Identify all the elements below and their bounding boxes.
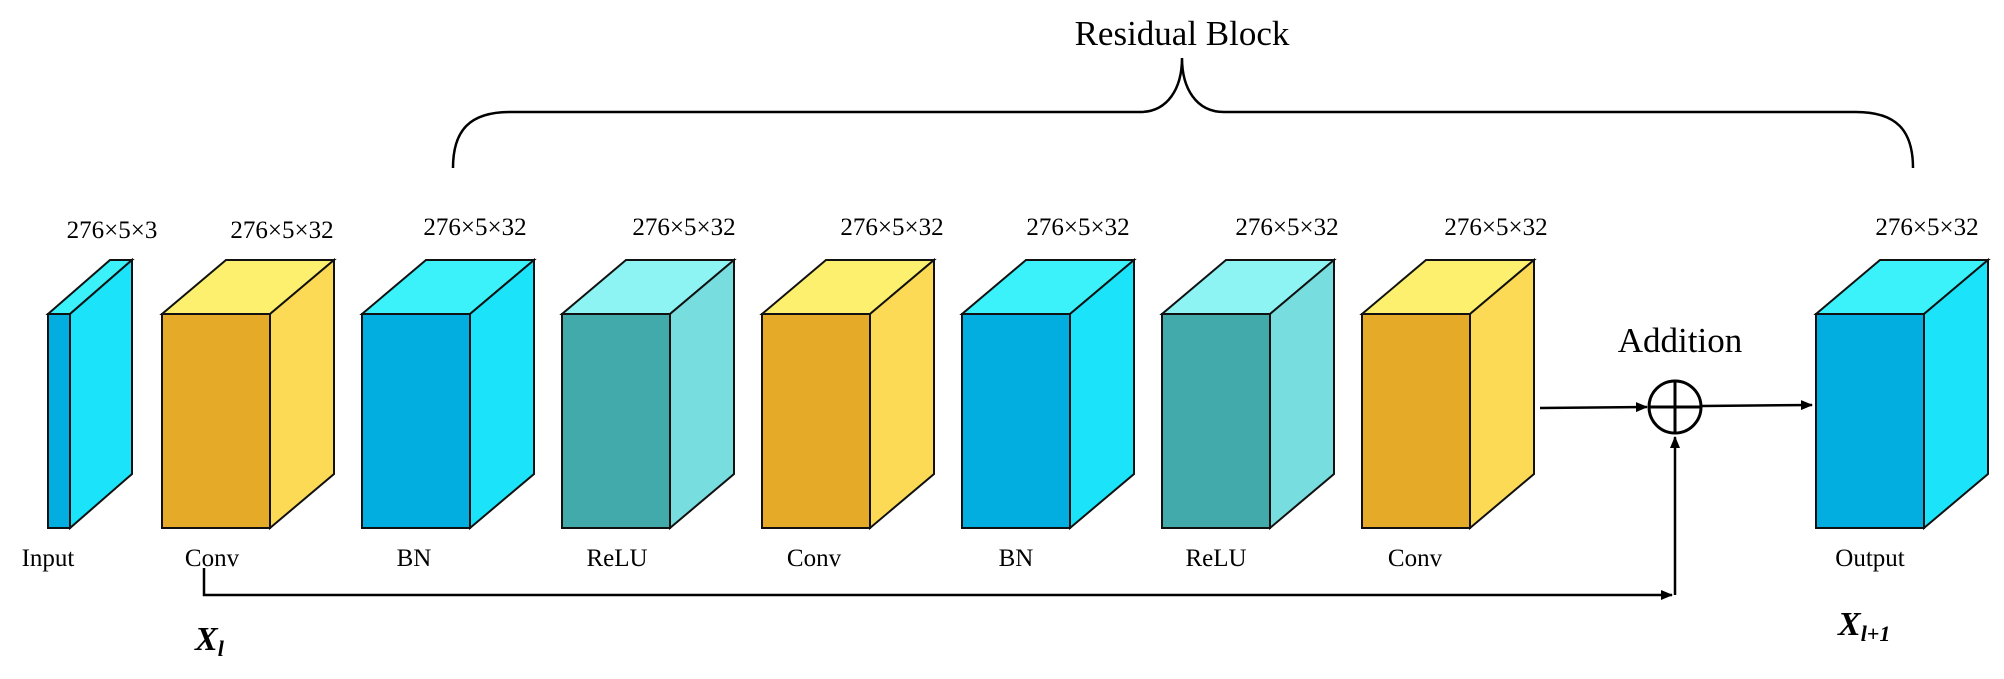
- skip-connection-line: [202, 568, 1673, 600]
- layer-label-bn1: BN: [397, 545, 432, 572]
- dim-label-input: 276×5×3: [67, 217, 158, 244]
- layer-label-conv2: Conv: [787, 545, 842, 572]
- layer-label-relu2: ReLU: [1185, 545, 1246, 572]
- layer-label-relu1: ReLU: [586, 545, 647, 572]
- layer-label-conv1: Conv: [185, 545, 240, 572]
- arrow-addition-to-output: [1701, 400, 1813, 411]
- input-symbol: Xl: [194, 621, 225, 661]
- dim-label-relu1: 276×5×32: [632, 214, 735, 241]
- dim-label-bn1: 276×5×32: [423, 214, 526, 241]
- layer-label-input: Input: [22, 545, 75, 572]
- arrow-conv3-to-addition: [1539, 402, 1648, 413]
- layer-label-bn2: BN: [999, 545, 1034, 572]
- dim-label-conv1: 276×5×32: [230, 217, 333, 244]
- block-output: [1813, 257, 1991, 531]
- block-output-front: [1815, 313, 1925, 529]
- residual-block-brace: [451, 57, 1915, 169]
- addition-label: Addition: [1618, 321, 1742, 360]
- block-conv3: [1359, 257, 1537, 531]
- residual-block-title: Residual Block: [1075, 14, 1290, 53]
- block-bn2: [959, 257, 1137, 531]
- dim-label-bn2: 276×5×32: [1026, 214, 1129, 241]
- block-conv3-front: [1361, 313, 1471, 529]
- block-bn1: [359, 257, 537, 531]
- block-bn1-front: [361, 313, 471, 529]
- block-input-front: [47, 313, 71, 529]
- dim-label-conv2: 276×5×32: [840, 214, 943, 241]
- output-symbol: Xl+1: [1837, 606, 1890, 646]
- block-relu1-front: [561, 313, 671, 529]
- dim-label-conv3: 276×5×32: [1444, 214, 1547, 241]
- addition-icon: [1647, 379, 1703, 435]
- block-conv1-front: [161, 313, 271, 529]
- block-conv2-front: [761, 313, 871, 529]
- block-relu2-front: [1161, 313, 1271, 529]
- layer-label-conv3: Conv: [1388, 545, 1443, 572]
- layer-label-output: Output: [1835, 545, 1905, 572]
- dim-label-relu2: 276×5×32: [1235, 214, 1338, 241]
- block-bn2-front: [961, 313, 1071, 529]
- block-relu1: [559, 257, 737, 531]
- block-input: [45, 257, 135, 531]
- block-conv1: [159, 257, 337, 531]
- block-relu2: [1159, 257, 1337, 531]
- dim-label-output: 276×5×32: [1875, 214, 1978, 241]
- block-conv2: [759, 257, 937, 531]
